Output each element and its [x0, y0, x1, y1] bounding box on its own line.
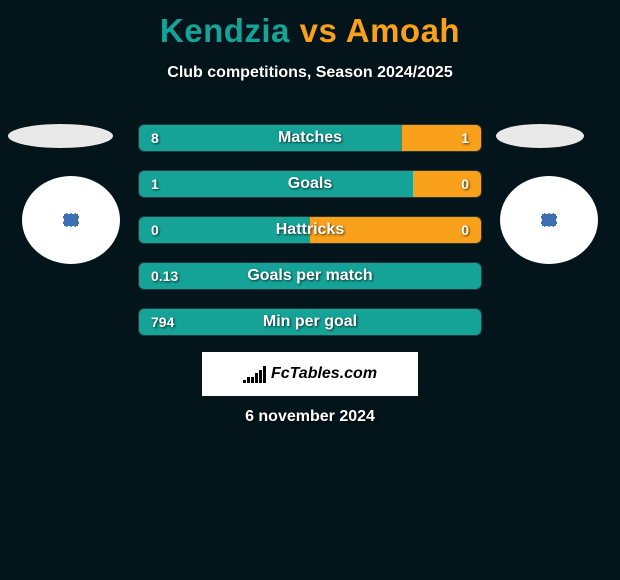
circle-left	[22, 176, 120, 264]
logo-bar-icon	[247, 377, 250, 383]
stat-value-right: 0	[449, 217, 481, 243]
stat-row: Hattricks0 0	[138, 216, 482, 244]
logo-chart-icon	[243, 365, 267, 383]
stat-row: Matches8 1	[138, 124, 482, 152]
stat-label: Matches	[139, 125, 481, 151]
circle-right	[500, 176, 598, 264]
ellipse-left	[8, 124, 113, 148]
stat-label: Goals	[139, 171, 481, 197]
stat-label: Hattricks	[139, 217, 481, 243]
logo-bar-icon	[259, 370, 262, 383]
logo-bar-icon	[255, 373, 258, 383]
title-right: Amoah	[346, 12, 460, 49]
title-vs: vs	[290, 12, 346, 49]
subtitle: Club competitions, Season 2024/2025	[0, 64, 620, 82]
stat-row: Min per goal794	[138, 308, 482, 336]
stat-label: Min per goal	[139, 309, 481, 335]
logo-bar-icon	[251, 377, 254, 383]
placeholder-icon	[541, 213, 557, 227]
stat-value-left: 8	[139, 125, 171, 151]
stat-row: Goals1 0	[138, 170, 482, 198]
logo-bar-icon	[243, 380, 246, 383]
title-left: Kendzia	[160, 12, 290, 49]
stat-value-left: 0	[139, 217, 171, 243]
logo-text: FcTables.com	[271, 365, 377, 383]
logo-bar-icon	[263, 366, 266, 383]
stat-label: Goals per match	[139, 263, 481, 289]
stat-value-right: 0	[449, 171, 481, 197]
page-title: Kendzia vs Amoah	[0, 0, 620, 50]
placeholder-icon	[63, 213, 79, 227]
stat-value-left: 1	[139, 171, 171, 197]
stat-value-left: 794	[139, 309, 186, 335]
stat-value-left: 0.13	[139, 263, 190, 289]
stats-container: Matches81Goals10Hattricks00Goals per mat…	[138, 124, 482, 354]
ellipse-right	[496, 124, 584, 148]
date-text: 6 november 2024	[0, 408, 620, 426]
stat-row: Goals per match0.13	[138, 262, 482, 290]
logo-box: FcTables.com	[202, 352, 418, 396]
stat-value-right: 1	[449, 125, 481, 151]
